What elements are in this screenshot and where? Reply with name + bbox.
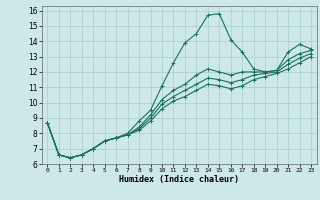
X-axis label: Humidex (Indice chaleur): Humidex (Indice chaleur) — [119, 175, 239, 184]
